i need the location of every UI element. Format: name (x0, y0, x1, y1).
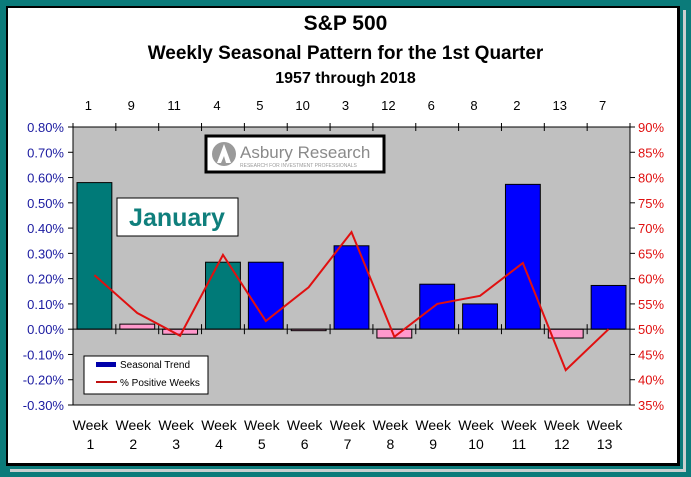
january-annotation-box (116, 197, 239, 237)
right-axis-tick-label: 50% (638, 322, 664, 337)
x-category-label: Week (501, 417, 538, 433)
bar-seasonal-trend (590, 284, 627, 330)
left-axis-tick-label: 0.40% (27, 221, 64, 236)
right-axis-tick-label: 80% (638, 171, 664, 186)
rank-label: 13 (552, 98, 566, 113)
x-category-number: 11 (512, 436, 527, 452)
x-category-label: Week (373, 417, 410, 433)
left-axis-tick-label: 0.00% (27, 322, 64, 337)
bar-seasonal-trend (547, 328, 584, 339)
rank-label: 11 (167, 98, 181, 113)
asbury-logo-icon-mark (217, 144, 231, 163)
x-category-label: Week (544, 417, 581, 433)
left-axis-tick-label: 0.60% (27, 171, 64, 186)
bar-seasonal-trend (119, 323, 156, 330)
x-category-label: Week (587, 417, 624, 433)
x-category-number: 6 (301, 436, 309, 452)
x-category-label: Week (458, 417, 495, 433)
x-category-number: 1 (87, 436, 95, 452)
bar-seasonal-trend (462, 303, 498, 330)
january-annotation-text: January (129, 204, 225, 232)
bar-seasonal-trend (504, 183, 541, 330)
frame-shadow-bottom (10, 469, 686, 472)
chart-date-range: 1957 through 2018 (275, 70, 416, 87)
legend-label-percent-positive: % Positive Weeks (120, 378, 200, 389)
left-axis-tick-label: 0.30% (27, 246, 64, 261)
x-category-label: Week (415, 417, 452, 433)
rank-label: 3 (342, 98, 349, 113)
right-axis-tick-label: 90% (638, 120, 664, 135)
left-axis-tick-label: 0.70% (27, 145, 64, 160)
x-category-number: 4 (215, 436, 223, 452)
rank-label: 9 (128, 98, 135, 113)
rank-label: 12 (381, 98, 395, 113)
x-category-number: 10 (468, 436, 484, 452)
x-category-label: Week (73, 417, 110, 433)
x-category-number: 8 (386, 436, 394, 452)
chart-subtitle: Weekly Seasonal Pattern for the 1st Quar… (147, 43, 544, 64)
line-percent-positive-weeks (93, 230, 610, 372)
rank-label: 10 (295, 98, 309, 113)
x-category-label: Week (115, 417, 152, 433)
x-category-label: Week (201, 417, 238, 433)
right-axis-tick-label: 85% (638, 145, 664, 160)
right-axis-tick-label: 60% (638, 272, 664, 287)
asbury-logo-tagline: RESEARCH FOR INVESTMENT PROFESSIONALS (240, 163, 358, 169)
rank-label: 5 (256, 98, 263, 113)
right-axis-tick-label: 55% (638, 297, 664, 312)
x-category-number: 9 (429, 436, 437, 452)
x-category-number: 12 (554, 436, 570, 452)
left-axis-tick-label: -0.10% (23, 347, 65, 362)
left-axis-tick-label: 0.80% (27, 120, 64, 135)
rank-label: 1 (85, 98, 92, 113)
left-axis-tick-label: -0.30% (23, 398, 65, 413)
x-category-number: 2 (129, 436, 137, 452)
rank-label: 6 (428, 98, 435, 113)
x-category-label: Week (244, 417, 281, 433)
left-axis-tick-label: 0.20% (27, 272, 64, 287)
x-category-label: Week (287, 417, 324, 433)
x-category-number: 13 (597, 436, 613, 452)
rank-label: 8 (470, 98, 477, 113)
x-category-label: Week (158, 417, 195, 433)
right-axis-tick-label: 35% (638, 398, 664, 413)
bar-seasonal-trend (247, 261, 284, 330)
right-axis-tick-label: 75% (638, 196, 664, 211)
x-category-number: 3 (172, 436, 180, 452)
left-axis-tick-label: 0.50% (27, 196, 64, 211)
x-category-label: Week (330, 417, 367, 433)
rank-label: 4 (213, 98, 220, 113)
chart-title: S&P 500 (303, 12, 388, 35)
x-category-number: 7 (344, 436, 352, 452)
rank-label: 7 (599, 98, 606, 113)
bar-seasonal-trend (76, 182, 113, 330)
left-axis-tick-label: 0.10% (27, 297, 64, 312)
bar-seasonal-trend (333, 245, 370, 330)
right-axis-tick-label: 45% (638, 347, 664, 362)
right-axis-tick-label: 70% (638, 221, 664, 236)
frame-shadow-right (683, 10, 686, 472)
x-category-number: 5 (258, 436, 266, 452)
legend-label-seasonal-trend: Seasonal Trend (120, 360, 190, 371)
right-axis-tick-label: 65% (638, 246, 664, 261)
left-axis-tick-label: -0.20% (23, 373, 65, 388)
legend-swatch-seasonal-trend (96, 362, 116, 367)
right-axis-tick-label: 40% (638, 373, 664, 388)
bar-seasonal-trend (419, 283, 456, 330)
asbury-logo-text: Asbury Research (240, 143, 370, 162)
rank-label: 2 (513, 98, 520, 113)
